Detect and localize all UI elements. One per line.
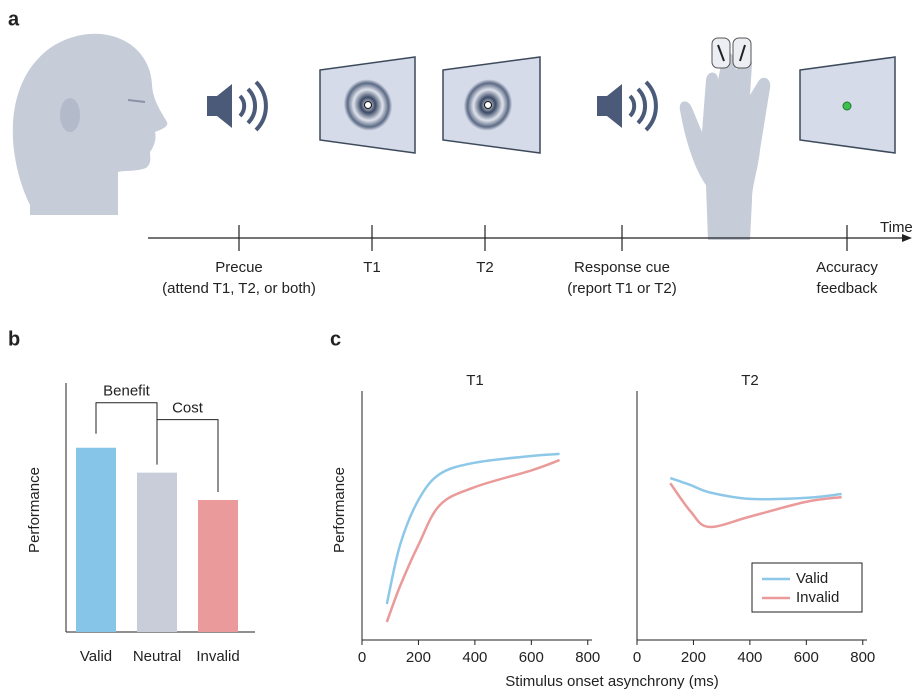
- x-tick-label: 400: [462, 649, 487, 666]
- speaker-icon: [597, 82, 656, 130]
- x-tick-label: Neutral: [133, 648, 181, 665]
- event-label: (report T1 or T2): [567, 280, 676, 297]
- bar: [76, 448, 116, 632]
- legend-label: Invalid: [796, 589, 839, 606]
- head-illustration: [13, 34, 167, 215]
- x-tick-label: 0: [358, 649, 366, 666]
- event-label: Accuracy: [816, 259, 878, 276]
- legend-label: Valid: [796, 570, 828, 587]
- x-tick-label: 800: [575, 649, 600, 666]
- subplot-title: T1: [466, 372, 484, 389]
- event-label: (attend T1, T2, or both): [162, 280, 316, 297]
- panel-label: a: [8, 8, 20, 30]
- page: a b c Time Precue(attend T1, T2, or: [0, 0, 914, 693]
- x-tick-label: 600: [519, 649, 544, 666]
- event-label: T1: [363, 259, 381, 276]
- event-label: feedback: [817, 280, 878, 297]
- event-label: Response cue: [574, 259, 670, 276]
- speaker-icon: [207, 82, 266, 130]
- y-axis-label: Performance: [331, 467, 348, 553]
- x-tick-label: 200: [406, 649, 431, 666]
- y-axis-label: Performance: [26, 467, 43, 553]
- panel-label: c: [330, 328, 341, 350]
- time-label: Time: [880, 219, 913, 236]
- bar: [198, 500, 238, 632]
- x-tick-label: 0: [633, 649, 641, 666]
- figure: a b c Time Precue(attend T1, T2, or: [0, 0, 914, 693]
- data-line: [387, 454, 560, 604]
- event-label: T2: [476, 259, 494, 276]
- screen: [320, 57, 415, 153]
- annotation: Cost: [172, 400, 204, 417]
- x-tick-label: 400: [737, 649, 762, 666]
- data-line: [387, 460, 560, 622]
- x-axis-label: Stimulus onset asynchrony (ms): [505, 673, 718, 690]
- event-label: Precue: [215, 259, 263, 276]
- x-tick-label: 800: [850, 649, 875, 666]
- screen: [800, 57, 895, 153]
- x-tick-label: 600: [794, 649, 819, 666]
- data-line: [670, 478, 841, 499]
- screen: [443, 57, 540, 153]
- annotation: Benefit: [103, 383, 151, 400]
- panel-label: b: [8, 328, 20, 350]
- data-line: [670, 483, 841, 527]
- x-tick-label: Invalid: [196, 648, 239, 665]
- x-tick-label: Valid: [80, 648, 112, 665]
- hand-illustration: [680, 38, 771, 240]
- bar: [137, 473, 177, 632]
- x-tick-label: 200: [681, 649, 706, 666]
- subplot-title: T2: [741, 372, 759, 389]
